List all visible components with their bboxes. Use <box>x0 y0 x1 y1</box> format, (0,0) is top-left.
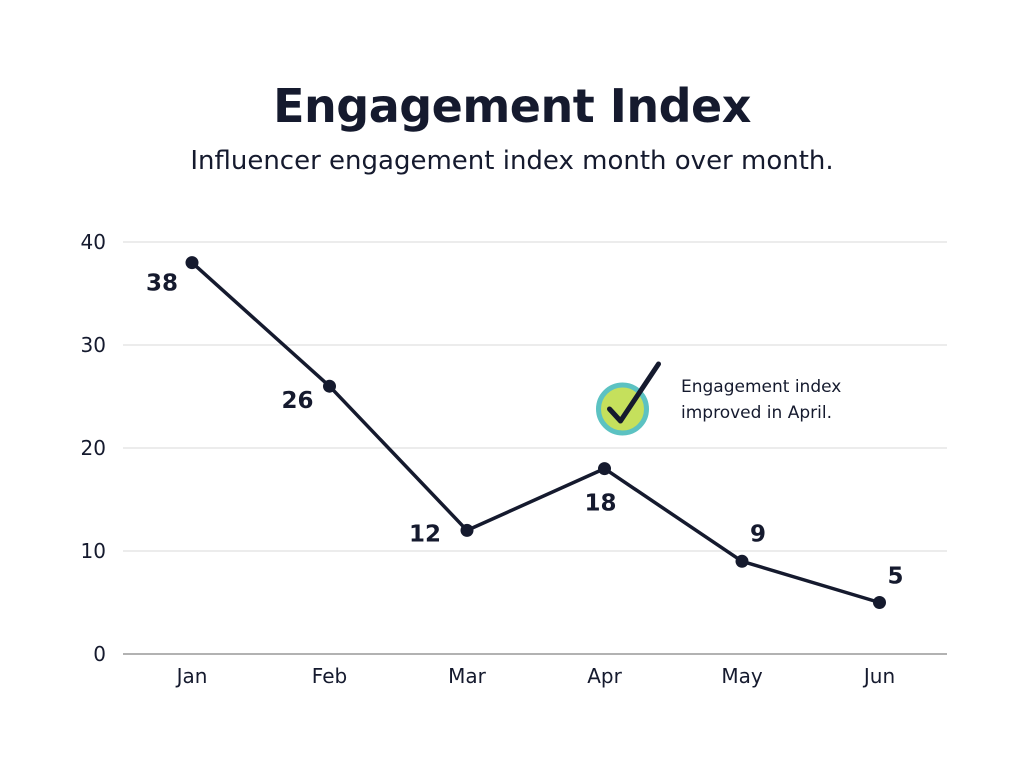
y-tick-label: 30 <box>81 333 106 357</box>
data-label: 9 <box>750 521 766 547</box>
checkmark-stroke <box>607 361 661 424</box>
y-axis-tick-labels: 0 10 20 30 40 <box>81 230 106 666</box>
x-tick-label: Apr <box>587 664 622 688</box>
annotation-text-line: improved in April. <box>681 403 832 423</box>
data-point <box>598 462 611 476</box>
x-tick-label: Jun <box>862 664 895 688</box>
annotation: Engagement index improved in April. <box>596 361 841 436</box>
x-axis-tick-labels: Jan Feb Mar Apr May Jun <box>175 664 896 688</box>
checkmark-icon <box>596 361 661 436</box>
annotation-text-line: Engagement index <box>681 377 841 397</box>
chart-title: Engagement Index <box>273 79 751 133</box>
data-point <box>735 554 749 568</box>
x-tick-label: Jan <box>175 664 208 688</box>
series-line-group <box>190 260 882 605</box>
chart-subtitle: Influencer engagement index month over m… <box>190 146 834 176</box>
data-label: 38 <box>146 271 178 297</box>
data-point <box>873 596 886 609</box>
y-tick-label: 20 <box>81 436 106 460</box>
data-point <box>185 256 199 270</box>
x-tick-label: May <box>721 664 763 688</box>
data-points <box>185 256 886 609</box>
y-tick-label: 40 <box>81 230 106 254</box>
x-tick-label: Mar <box>448 664 487 688</box>
data-label: 26 <box>281 388 313 414</box>
data-label: 18 <box>584 491 616 517</box>
data-label: 12 <box>409 521 441 547</box>
y-tick-label: 0 <box>93 642 106 666</box>
data-point <box>323 379 336 393</box>
gridlines <box>123 241 947 655</box>
y-tick-label: 10 <box>81 539 106 563</box>
data-label: 5 <box>887 564 903 590</box>
x-tick-label: Feb <box>312 664 347 688</box>
data-point <box>460 523 474 537</box>
data-labels: 38 26 12 18 9 5 <box>146 271 904 590</box>
series-line <box>190 260 882 605</box>
